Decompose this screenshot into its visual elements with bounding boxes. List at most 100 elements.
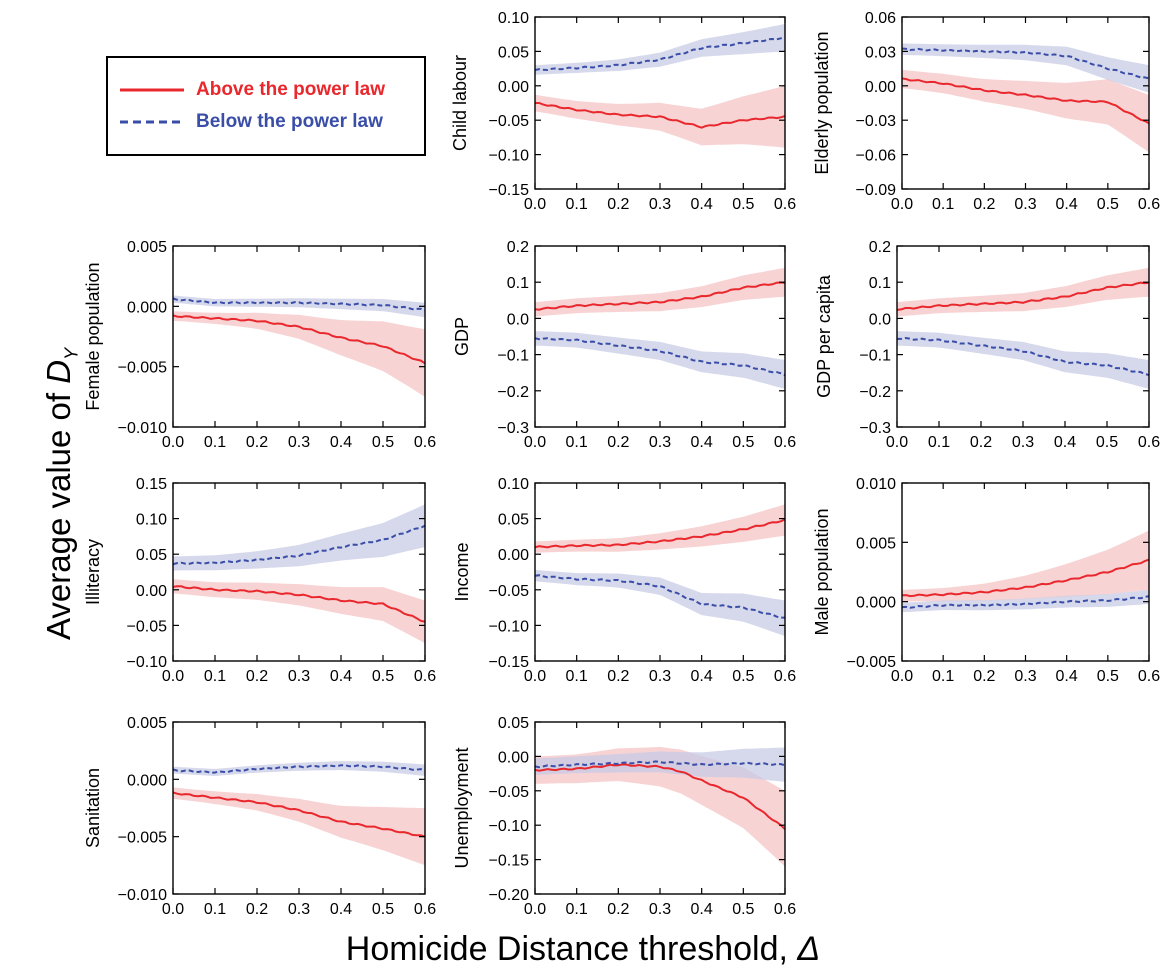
y-tick-label: 0.005 (856, 535, 896, 552)
panel-y-axis-label: Sanitation (83, 768, 103, 848)
panel-y-axis-label: Illiteracy (83, 539, 103, 605)
y-tick-label: 0.000 (127, 772, 167, 789)
y-label-subscript: Y (61, 347, 82, 360)
x-tick-label: 0.5 (732, 901, 754, 918)
panel-y-axis-label: GDP per capita (814, 274, 834, 398)
below-confidence-band (902, 43, 1149, 93)
x-tick-label: 0.2 (246, 901, 268, 918)
x-tick-label: 0.4 (330, 901, 352, 918)
legend-item-below: Below the power law (120, 110, 383, 134)
x-tick-label: 0.5 (1097, 668, 1119, 685)
y-tick-label: −0.3 (497, 420, 529, 437)
x-tick-label: 0.6 (1138, 196, 1160, 213)
y-tick-label: −0.10 (489, 148, 530, 165)
panel-y-axis-label: Income (452, 542, 472, 601)
y-tick-label: 0.1 (507, 275, 529, 292)
above-series-line (902, 558, 1149, 598)
above-series-line (897, 281, 1149, 311)
x-tick-label: 0.2 (607, 434, 629, 451)
y-tick-label: 0.05 (498, 512, 529, 529)
y-tick-label: −0.1 (497, 348, 529, 365)
plot-area-8 (173, 761, 425, 866)
below-series-line (535, 337, 785, 377)
x-tick-label: 0.0 (524, 901, 546, 918)
y-tick-label: −0.2 (859, 384, 891, 401)
y-label-symbol: D (40, 359, 77, 384)
y-tick-label: 0.06 (865, 10, 896, 27)
below-series-line (173, 297, 425, 312)
figure-y-axis-label: Average value of DY (40, 348, 83, 640)
y-tick-label: −0.15 (489, 182, 530, 199)
y-tick-label: 0.00 (136, 583, 167, 600)
below-confidence-band (535, 747, 785, 782)
legend-label-above: Above the power law (196, 79, 385, 100)
below-series-line (535, 36, 785, 72)
x-tick-label: 0.3 (649, 196, 671, 213)
x-tick-label: 0.1 (932, 668, 954, 685)
x-tick-label: 0.2 (246, 668, 268, 685)
figure-x-axis-label: Homicide Distance threshold, Δ (0, 930, 1166, 969)
legend-swatch-below (120, 120, 184, 124)
legend: Above the power law Below the power law (106, 56, 426, 156)
x-tick-label: 0.5 (372, 901, 394, 918)
y-tick-label: −0.05 (489, 583, 530, 600)
above-confidence-band (535, 267, 785, 317)
panel-y-axis-label: Female population (83, 262, 103, 410)
x-tick-label: 0.6 (774, 196, 796, 213)
y-tick-label: 0.00 (498, 749, 529, 766)
above-series-line (535, 102, 785, 129)
y-tick-label: 0.15 (136, 476, 167, 493)
x-tick-label: 0.6 (414, 901, 436, 918)
plot-area-5 (173, 504, 425, 644)
x-tick-label: 0.5 (1097, 196, 1119, 213)
y-tick-label: −0.20 (489, 887, 530, 904)
y-tick-label: −0.2 (497, 384, 529, 401)
panel-y-axis-label: GDP (452, 317, 472, 356)
above-series-line (173, 585, 425, 623)
plot-area-4 (897, 267, 1149, 389)
y-tick-label: 0.05 (136, 547, 167, 564)
y-tick-label: 0.000 (856, 595, 896, 612)
x-tick-label: 0.4 (691, 668, 713, 685)
x-tick-label: 0.1 (566, 901, 588, 918)
x-tick-label: 0.3 (1014, 668, 1036, 685)
legend-item-above: Above the power law (120, 78, 385, 102)
below-series-line (173, 524, 425, 566)
y-tick-label: 0.0 (507, 311, 529, 328)
y-tick-label: 0.10 (136, 512, 167, 529)
y-tick-label: −0.10 (489, 818, 530, 835)
above-confidence-band (902, 69, 1149, 153)
y-tick-label: −0.06 (856, 148, 897, 165)
y-tick-label: −0.15 (489, 853, 530, 870)
y-tick-label: 0.00 (498, 79, 529, 96)
x-tick-label: 0.1 (566, 196, 588, 213)
x-tick-label: 0.5 (372, 434, 394, 451)
panel-7: 0.0 0.1 0.2 0.3 0.4 0.5 0.6 0.010 0.005 0.000 −0.0… (812, 476, 1160, 685)
plot-area-9 (535, 746, 785, 867)
above-series-line (535, 763, 785, 830)
y-tick-label: −0.005 (847, 654, 896, 671)
x-tick-label: 0.6 (1138, 668, 1160, 685)
panel-y-axis-label: Unemployment (452, 747, 472, 868)
y-tick-label: 0.2 (869, 239, 891, 256)
y-tick-label: 0.10 (498, 476, 529, 493)
x-tick-label: 0.0 (162, 901, 184, 918)
x-tick-label: 0.4 (1054, 434, 1076, 451)
panel-3: 0.0 0.1 0.2 0.3 0.4 0.5 0.6 0.2 0.1 0.0 −0.1 −0.2 −0… (452, 239, 796, 451)
axes-frame (534, 482, 786, 662)
x-tick-label: 0.4 (691, 901, 713, 918)
x-tick-label: 0.2 (973, 668, 995, 685)
x-tick-label: 0.1 (204, 434, 226, 451)
x-tick-label: 0.2 (607, 901, 629, 918)
x-tick-label: 0.1 (928, 434, 950, 451)
x-tick-label: 0.5 (732, 668, 754, 685)
x-tick-label: 0.0 (891, 196, 913, 213)
y-tick-label: 0.05 (498, 715, 529, 732)
below-series-line (173, 764, 425, 774)
x-tick-label: 0.0 (524, 434, 546, 451)
x-tick-label: 0.0 (162, 434, 184, 451)
x-label-symbol: Δ (797, 930, 821, 968)
y-tick-label: −0.010 (118, 887, 167, 904)
panel-y-axis-label: Child labour (450, 55, 470, 151)
